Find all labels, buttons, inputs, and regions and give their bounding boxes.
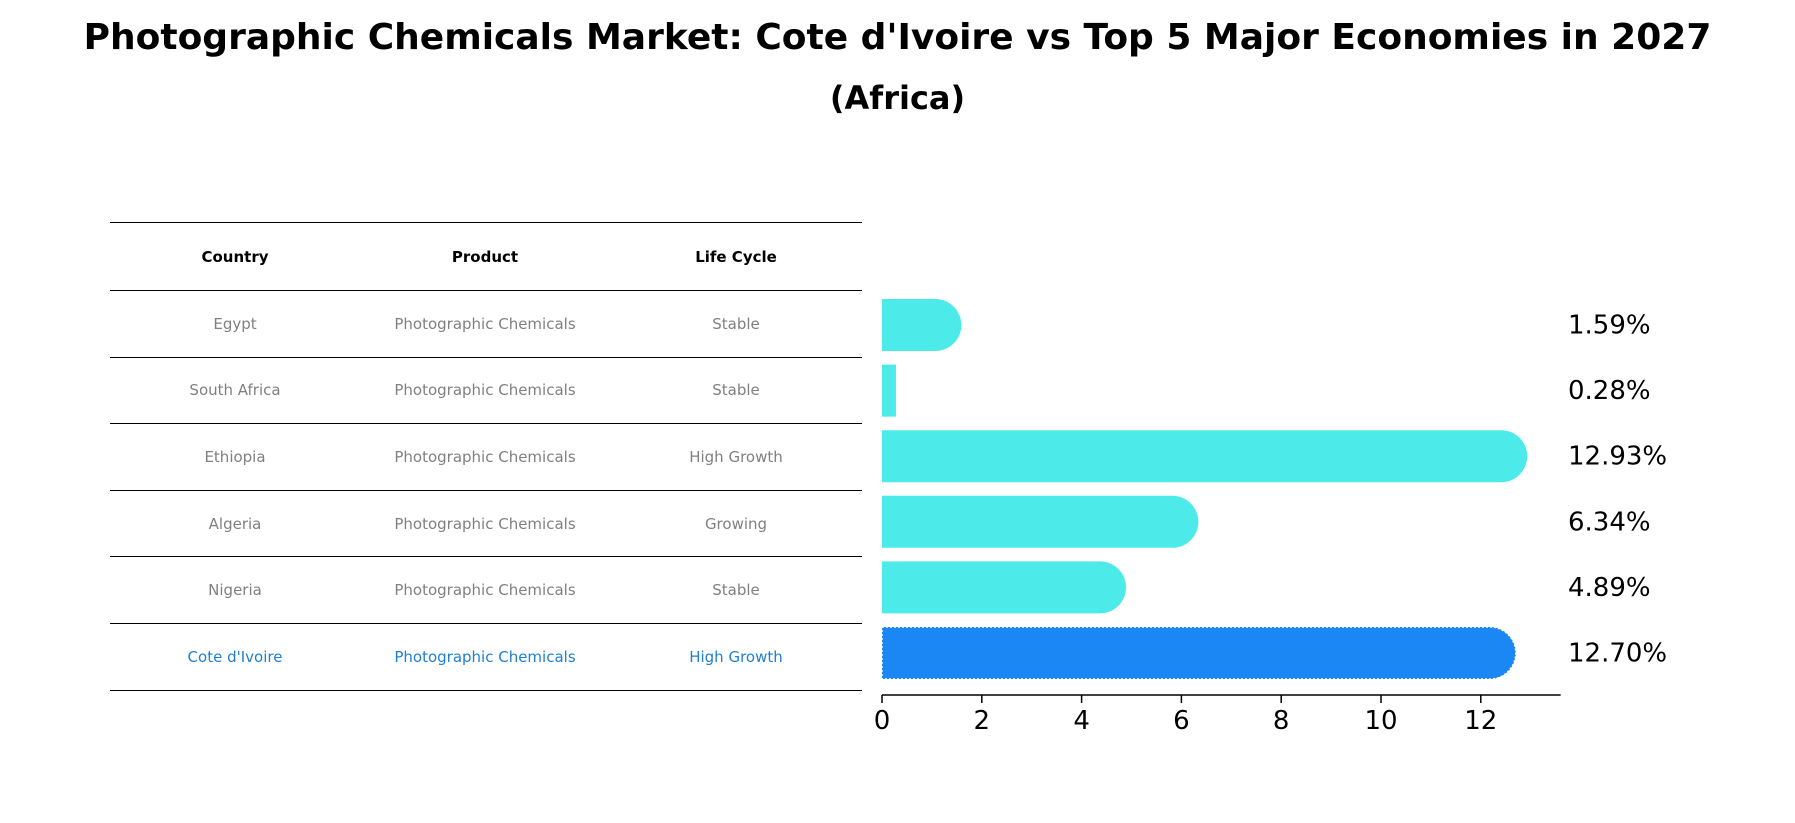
cell-country: Algeria xyxy=(110,490,360,558)
chart-subtitle: (Africa) xyxy=(829,79,966,117)
table-row: Ethiopia Photographic Chemicals High Gro… xyxy=(110,423,862,491)
x-tick-label: 8 xyxy=(1273,706,1290,736)
cell-country: Ethiopia xyxy=(110,423,360,491)
chart-title: Photographic Chemicals Market: Cote d'Iv… xyxy=(83,17,1712,58)
cell-product: Photographic Chemicals xyxy=(360,290,610,358)
cell-life-cycle: Stable xyxy=(610,290,862,358)
cell-life-cycle: High Growth xyxy=(610,423,862,491)
bar-south-africa xyxy=(882,364,896,417)
cell-country: Nigeria xyxy=(110,556,360,624)
table-row: Nigeria Photographic Chemicals Stable xyxy=(110,556,862,624)
cell-product: Photographic Chemicals xyxy=(360,623,610,691)
table-row: Egypt Photographic Chemicals Stable xyxy=(110,290,862,358)
value-label: 12.93% xyxy=(1568,442,1667,472)
value-label: 0.28% xyxy=(1568,376,1651,406)
value-label: 6.34% xyxy=(1568,507,1651,537)
table-row: South Africa Photographic Chemicals Stab… xyxy=(110,357,862,425)
x-tick-label: 10 xyxy=(1364,706,1397,736)
bar-nigeria xyxy=(882,561,1127,614)
data-table: Country Product Life Cycle Egypt Photogr… xyxy=(110,222,862,691)
cell-product: Photographic Chemicals xyxy=(360,556,610,624)
cell-product: Photographic Chemicals xyxy=(360,357,610,425)
cell-product: Photographic Chemicals xyxy=(360,423,610,491)
bar-ethiopia xyxy=(882,430,1528,483)
header-product: Product xyxy=(360,222,610,291)
header-country: Country xyxy=(110,222,360,291)
cell-product: Photographic Chemicals xyxy=(360,490,610,558)
cell-country: Egypt xyxy=(110,290,360,358)
table-header-row: Country Product Life Cycle xyxy=(110,222,862,291)
x-tick-label: 12 xyxy=(1464,706,1497,736)
header-life-cycle: Life Cycle xyxy=(610,222,862,291)
value-label: 1.59% xyxy=(1568,311,1651,341)
cell-country: South Africa xyxy=(110,357,360,425)
cell-life-cycle: Stable xyxy=(610,357,862,425)
table-row-highlight: Cote d'Ivoire Photographic Chemicals Hig… xyxy=(110,623,862,691)
cell-life-cycle: Stable xyxy=(610,556,862,624)
value-label: 12.70% xyxy=(1568,639,1667,669)
bar-egypt xyxy=(882,299,962,351)
bar-algeria xyxy=(882,495,1199,548)
x-tick-label: 0 xyxy=(874,706,891,736)
x-tick-label: 2 xyxy=(974,706,991,736)
cell-life-cycle: Growing xyxy=(610,490,862,558)
table-row: Algeria Photographic Chemicals Growing xyxy=(110,490,862,558)
bar-cote-d-ivoire xyxy=(881,626,1517,680)
x-tick-label: 4 xyxy=(1073,706,1090,736)
cell-country: Cote d'Ivoire xyxy=(110,623,360,691)
cell-life-cycle: High Growth xyxy=(610,623,862,691)
value-label: 4.89% xyxy=(1568,573,1651,603)
x-tick-label: 6 xyxy=(1173,706,1190,736)
